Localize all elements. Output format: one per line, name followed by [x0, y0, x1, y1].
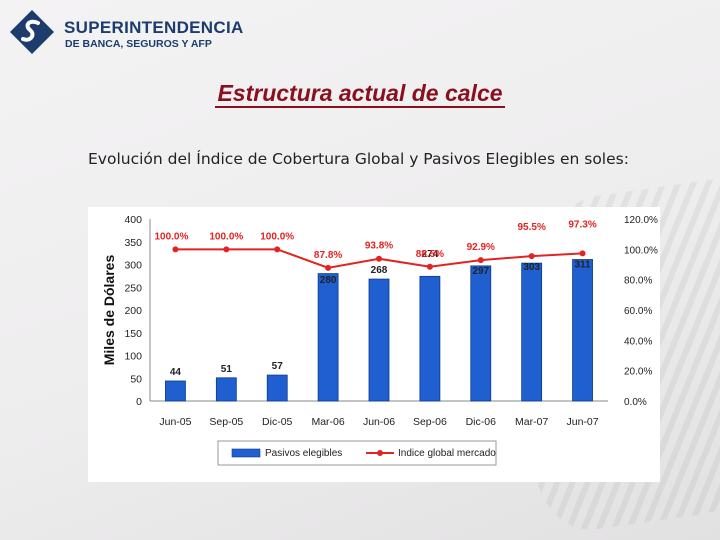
bar-value-label: 51: [221, 364, 233, 375]
y-tick-label: 0: [136, 396, 142, 408]
bar-value-label: 44: [170, 367, 182, 378]
y-tick-label: 200: [124, 305, 142, 317]
y2-tick-label: 0.0%: [624, 397, 647, 408]
x-tick-label: Jun-05: [159, 416, 191, 428]
legend-label: Indice global mercado: [398, 448, 496, 459]
page-subtitle: Evolución del Índice de Cobertura Global…: [88, 150, 629, 168]
chart: 0 50 100 150 200 250 300 350 400 0.0% 20.0% 40.0% 60…: [101, 214, 658, 466]
legend-box: [217, 440, 497, 466]
x-tick-label: Jun-07: [567, 416, 599, 428]
logo-title: SUPERINTENDENCIA: [64, 18, 244, 37]
y2-tick-label: 60.0%: [624, 306, 652, 317]
y-tick-label: 400: [124, 214, 142, 226]
logo-subtitle: DE BANCA, SEGUROS Y AFP: [65, 38, 212, 50]
bar-value-label: 303: [523, 262, 540, 273]
y-tick-label: 250: [124, 282, 142, 294]
bar-value-label: 280: [320, 275, 337, 286]
bar-value-label: 57: [272, 361, 284, 372]
bar: [521, 262, 543, 402]
line-point: [426, 263, 433, 270]
bar: [470, 265, 492, 402]
y2-tick-label: 100.0%: [624, 245, 658, 256]
line-value-label: 88.5%: [416, 249, 444, 260]
bar: [317, 273, 339, 402]
x-tick-label: Sep-05: [209, 416, 243, 428]
line-value-label: 92.9%: [467, 242, 495, 253]
bar: [215, 377, 237, 402]
bar: [419, 275, 441, 402]
y2-tick-label: 20.0%: [624, 367, 652, 378]
y-tick-label: 50: [130, 373, 142, 385]
y-tick-label: 150: [124, 328, 142, 340]
legend-line-marker: [377, 450, 383, 456]
line-value-label: 93.8%: [365, 241, 393, 252]
line-value-label: 95.5%: [517, 222, 545, 233]
bar: [165, 380, 186, 402]
y2-tick-label: 80.0%: [624, 276, 652, 287]
legend-bar-swatch: [231, 448, 261, 458]
line-point: [477, 257, 484, 264]
legend-label: Pasivos elegibles: [265, 448, 342, 459]
line-point: [172, 246, 179, 253]
bar: [572, 259, 593, 402]
x-tick-label: Dic-05: [262, 416, 293, 428]
y2-tick-label: 120.0%: [624, 215, 658, 226]
bar-value-label: 274: [422, 249, 439, 260]
x-tick-label: Mar-07: [515, 416, 548, 428]
line-point: [376, 255, 382, 262]
page-title-wrap: Estructura actual de calce: [0, 80, 720, 108]
chart-container: 0 50 100 150 200 250 300 350 400 0.0% 20.0% 40.0% 60…: [88, 207, 660, 482]
line-point: [274, 246, 281, 253]
x-tick-label: Mar-06: [311, 416, 344, 428]
bar-value-label: 268: [371, 265, 388, 276]
line-value-label: 100.0%: [154, 231, 188, 242]
x-tick-label: Jun-06: [363, 416, 395, 428]
y2-tick-label: 40.0%: [624, 336, 652, 347]
y-axis-label: Miles de Dólares: [101, 255, 117, 366]
y-tick-label: 350: [124, 237, 142, 249]
bar-value-label: 311: [574, 259, 591, 270]
y-tick-label: 300: [124, 260, 142, 272]
line-value-label: 97.3%: [568, 219, 596, 230]
page-title: Estructura actual de calce: [215, 80, 505, 108]
logo: SUPERINTENDENCIA DE BANCA, SEGUROS Y AFP: [8, 8, 243, 56]
bar-value-label: 297: [472, 266, 489, 277]
line-point: [579, 250, 586, 257]
line-value-label: 100.0%: [260, 231, 294, 242]
line-value-label: 100.0%: [209, 231, 243, 242]
y-tick-label: 100: [124, 351, 142, 363]
bar: [266, 374, 288, 402]
x-tick-label: Dic-06: [466, 416, 497, 428]
line-point: [528, 253, 535, 260]
x-tick-label: Sep-06: [413, 416, 447, 428]
logo-emblem-icon: [10, 10, 54, 54]
line-point: [223, 246, 230, 253]
line-value-label: 87.8%: [314, 250, 342, 261]
bar: [368, 278, 390, 402]
line-point: [325, 264, 332, 271]
